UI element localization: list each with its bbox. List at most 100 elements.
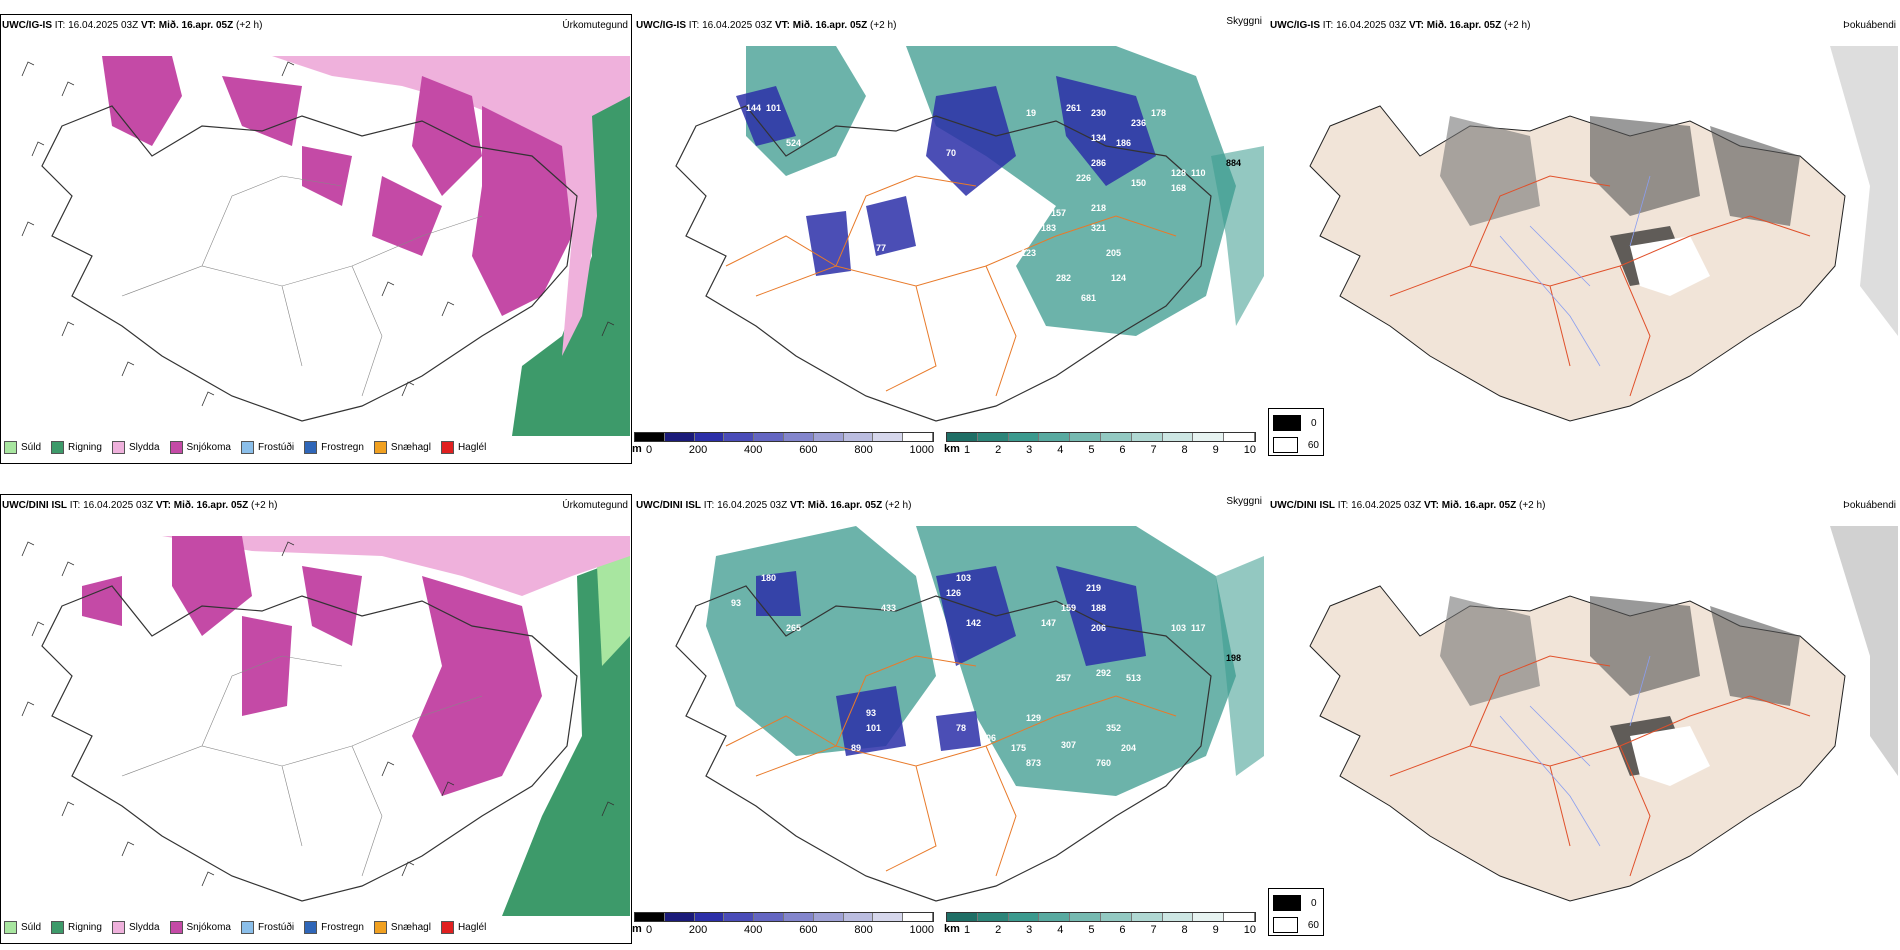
snow-area (172, 536, 252, 636)
fog-legend-label: 0 (1311, 417, 1317, 429)
legend-label: Frostregn (321, 442, 364, 453)
ceiling-label: 123 (1021, 248, 1036, 258)
vt-label: VT: (774, 20, 790, 31)
fog-panel-bottom: UWC/DINI ISL IT: 16.04.2025 03Z VT: Mið.… (1268, 494, 1900, 944)
snow-area (82, 576, 122, 626)
visibility-colorbar: km 1 2 3 4 5 6 7 8 9 10 (944, 432, 1256, 456)
legend-label: Slydda (128, 922, 160, 933)
tick: 200 (688, 924, 708, 936)
fog-swatch-white (1273, 917, 1298, 933)
ceiling-label: 307 (1061, 740, 1076, 750)
ceiling-area (806, 211, 851, 276)
fog-legend-row: 60 (1273, 437, 1319, 453)
drizzle-swatch (4, 441, 17, 454)
ceiling-label: 188 (1091, 603, 1106, 613)
ceiling-label: 204 (1121, 743, 1136, 753)
ceiling-colorbar-swatches (634, 912, 934, 922)
tick: 1 (964, 924, 971, 936)
snow-area (372, 176, 442, 256)
precip-legend: Súld Rigning Slydda Snjókoma Frostúði Fr… (4, 921, 486, 934)
sleet-area (162, 536, 630, 596)
ceiling-label: 219 (1086, 583, 1101, 593)
snow-area (412, 576, 542, 796)
vt-value: Mið. 16.apr. 05Z (792, 20, 868, 31)
param-title: Þokuábendi (1843, 20, 1896, 31)
ceiling-label: 159 (1006, 273, 1021, 283)
freezing-drizzle-swatch (240, 921, 254, 934)
sleet-area (272, 56, 630, 356)
it-value: 16.04.2025 03Z (1336, 20, 1407, 31)
visibility-unit: km (944, 923, 960, 935)
it-value: 16.04.2025 03Z (68, 20, 139, 31)
lead-time: (+2 h) (870, 20, 897, 31)
ceiling-label: 128 (1171, 168, 1186, 178)
legend-rain: Rigning (51, 921, 102, 934)
tick: 2 (995, 444, 1002, 456)
fog-legend: 0 60 (1268, 888, 1324, 936)
tick: 10 (1243, 924, 1256, 936)
precip-legend: Súld Rigning Slydda Snjókoma Frostúði Fr… (4, 441, 486, 454)
freezing-rain-swatch (304, 441, 318, 454)
fog-swatch-white (1273, 437, 1298, 453)
tick: 400 (744, 444, 763, 456)
ceiling-label: 103 (1171, 623, 1186, 633)
visibility-ticks: 1 2 3 4 5 6 7 8 9 10 (946, 924, 1256, 936)
snow-area (472, 106, 572, 316)
visibility-unit: km (944, 443, 960, 455)
ceiling-labels: 180 93 265 433 126 103 142 219 147 159 1… (731, 573, 1241, 768)
model-name: UWC/DINI ISL (2, 500, 67, 511)
ceiling-label: 89 (851, 743, 861, 753)
visibility-area (1216, 556, 1264, 776)
freezing-rain-swatch (304, 921, 318, 934)
sea-fog (1830, 46, 1898, 336)
visibility-colorbar-swatches (946, 912, 1256, 922)
wind-barbs (21, 541, 615, 887)
fog-swatch-black (1273, 415, 1301, 431)
vt-label: VT: (1423, 500, 1439, 511)
ceiling-label: 433 (881, 603, 896, 613)
vt-value: Mið. 16.apr. 05Z (158, 20, 234, 31)
ceiling-area (936, 711, 981, 751)
tick: 3 (1026, 924, 1033, 936)
it-value: 16.04.2025 03Z (717, 500, 788, 511)
ceiling-label: 198 (1226, 653, 1241, 663)
hail-swatch (440, 921, 454, 934)
vt-value: Mið. 16.apr. 05Z (1441, 500, 1517, 511)
param-title: Skyggni (1226, 496, 1262, 507)
fog-legend-label: 60 (1307, 919, 1319, 931)
drizzle-area (597, 536, 630, 666)
ceiling-label: 78 (956, 723, 966, 733)
it-label: IT: (703, 500, 715, 511)
tick: 7 (1150, 924, 1157, 936)
snow-swatch (169, 441, 183, 454)
cloud-panel-bottom: UWC/DINI ISL IT: 16.04.2025 03Z VT: Mið.… (632, 494, 1266, 944)
legend-freezing-rain: Frostregn (304, 441, 364, 454)
vt-value: Mið. 16.apr. 05Z (173, 500, 249, 511)
tick: 5 (1088, 924, 1095, 936)
snow-grains-swatch (373, 921, 387, 934)
roads (121, 175, 483, 397)
rivers (1499, 175, 1651, 367)
panel-header: UWC/DINI ISL IT: 16.04.2025 03Z VT: Mið.… (1270, 500, 1545, 511)
tick: 4 (1057, 444, 1064, 456)
visibility-colorbar-swatches (946, 432, 1256, 442)
ceiling-label: 77 (876, 243, 886, 253)
ceiling-label: 524 (786, 138, 801, 148)
legend-hail: Haglél (440, 921, 486, 934)
sleet-swatch (111, 921, 125, 934)
ceiling-label: 150 (1131, 178, 1146, 188)
rivers (1499, 655, 1651, 847)
legend-sleet: Slydda (111, 921, 160, 934)
ceiling-colorbar: m 0 200 400 600 800 1000 (632, 432, 934, 456)
glacier (1630, 236, 1710, 296)
fog-legend-row: 0 (1273, 415, 1319, 431)
legend-label: Frostúði (257, 922, 295, 933)
tick: 6 (1119, 444, 1126, 456)
snow-grains-swatch (373, 441, 387, 454)
ceiling-label: 159 (1061, 603, 1076, 613)
param-title: Úrkomutegund (562, 500, 628, 511)
tick: 200 (688, 444, 708, 456)
freezing-drizzle-swatch (240, 441, 254, 454)
legend-freezing-drizzle: Frostúði (240, 921, 295, 934)
ceiling-label: 124 (1111, 273, 1126, 283)
